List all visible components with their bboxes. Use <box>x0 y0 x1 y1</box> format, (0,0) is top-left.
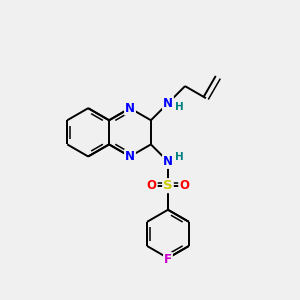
Text: S: S <box>163 179 173 192</box>
Text: N: N <box>163 155 173 168</box>
Text: N: N <box>125 102 135 115</box>
Text: N: N <box>125 150 135 163</box>
Text: H: H <box>175 102 184 112</box>
Text: F: F <box>164 253 172 266</box>
Text: H: H <box>175 152 184 162</box>
Text: O: O <box>179 179 189 192</box>
Text: N: N <box>163 97 173 110</box>
Text: O: O <box>147 179 157 192</box>
